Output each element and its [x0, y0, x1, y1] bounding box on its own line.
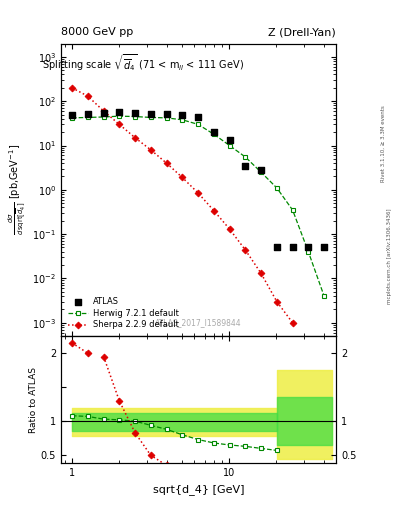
Sherpa 2.2.9 default — [259, 270, 263, 276]
Herwig 7.2.1 default — [227, 142, 232, 148]
ATLAS — [69, 111, 75, 119]
Sherpa 2.2.9 default — [70, 85, 74, 91]
ATLAS — [101, 109, 107, 117]
ATLAS — [274, 243, 280, 251]
Line: Herwig 7.2.1 default: Herwig 7.2.1 default — [70, 114, 327, 298]
Text: Splitting scale $\sqrt{\overline{d}_4}$ (71 < m$_{ll}$ < 111 GeV): Splitting scale $\sqrt{\overline{d}_4}$ … — [42, 52, 244, 73]
Sherpa 2.2.9 default — [211, 207, 216, 214]
ATLAS — [147, 110, 154, 118]
ATLAS — [321, 243, 327, 251]
Text: mcplots.cern.ch [arXiv:1306.3436]: mcplots.cern.ch [arXiv:1306.3436] — [387, 208, 391, 304]
Herwig 7.2.1 default — [85, 114, 90, 120]
Sherpa 2.2.9 default — [196, 190, 200, 196]
Herwig 7.2.1 default — [259, 169, 263, 175]
Herwig 7.2.1 default — [290, 207, 295, 213]
Herwig 7.2.1 default — [180, 117, 185, 123]
Sherpa 2.2.9 default — [117, 121, 121, 127]
ATLAS — [195, 113, 201, 121]
ATLAS — [84, 110, 91, 118]
ATLAS — [179, 111, 185, 119]
ATLAS — [226, 136, 233, 144]
Herwig 7.2.1 default — [101, 114, 106, 120]
ATLAS — [132, 109, 138, 117]
ATLAS — [163, 110, 170, 118]
Sherpa 2.2.9 default — [180, 175, 185, 181]
Sherpa 2.2.9 default — [290, 319, 295, 326]
Y-axis label: $\frac{d\sigma}{d\,\mathrm{sqrt}[\overline{d}_{4}]}$ [pb,GeV$^{-1}$]: $\frac{d\sigma}{d\,\mathrm{sqrt}[\overli… — [7, 144, 29, 236]
ATLAS — [290, 243, 296, 251]
Herwig 7.2.1 default — [117, 113, 121, 119]
Herwig 7.2.1 default — [274, 185, 279, 191]
ATLAS — [211, 128, 217, 136]
Text: Z (Drell-Yan): Z (Drell-Yan) — [268, 27, 336, 37]
Line: Sherpa 2.2.9 default: Sherpa 2.2.9 default — [70, 86, 295, 325]
X-axis label: sqrt{d_4} [GeV]: sqrt{d_4} [GeV] — [153, 484, 244, 495]
ATLAS — [116, 108, 122, 116]
Sherpa 2.2.9 default — [133, 135, 138, 141]
Sherpa 2.2.9 default — [101, 108, 106, 114]
Herwig 7.2.1 default — [164, 115, 169, 121]
Sherpa 2.2.9 default — [164, 160, 169, 166]
Herwig 7.2.1 default — [133, 114, 138, 120]
ATLAS — [305, 243, 312, 251]
Sherpa 2.2.9 default — [85, 93, 90, 99]
Sherpa 2.2.9 default — [227, 226, 232, 232]
Sherpa 2.2.9 default — [274, 298, 279, 305]
Text: Rivet 3.1.10, ≥ 3.3M events: Rivet 3.1.10, ≥ 3.3M events — [381, 105, 386, 182]
ATLAS — [258, 166, 264, 174]
Legend: ATLAS, Herwig 7.2.1 default, Sherpa 2.2.9 default: ATLAS, Herwig 7.2.1 default, Sherpa 2.2.… — [65, 295, 181, 332]
Herwig 7.2.1 default — [211, 131, 216, 137]
ATLAS — [242, 162, 248, 170]
Herwig 7.2.1 default — [243, 154, 248, 160]
Sherpa 2.2.9 default — [243, 247, 248, 253]
Herwig 7.2.1 default — [196, 121, 200, 127]
Text: 8000 GeV pp: 8000 GeV pp — [61, 27, 133, 37]
Herwig 7.2.1 default — [306, 249, 311, 255]
Herwig 7.2.1 default — [70, 115, 74, 121]
Sherpa 2.2.9 default — [148, 147, 153, 153]
Text: ATLAS_2017_I1589844: ATLAS_2017_I1589844 — [155, 318, 242, 327]
Herwig 7.2.1 default — [148, 114, 153, 120]
Y-axis label: Ratio to ATLAS: Ratio to ATLAS — [29, 367, 38, 433]
Herwig 7.2.1 default — [322, 293, 327, 299]
